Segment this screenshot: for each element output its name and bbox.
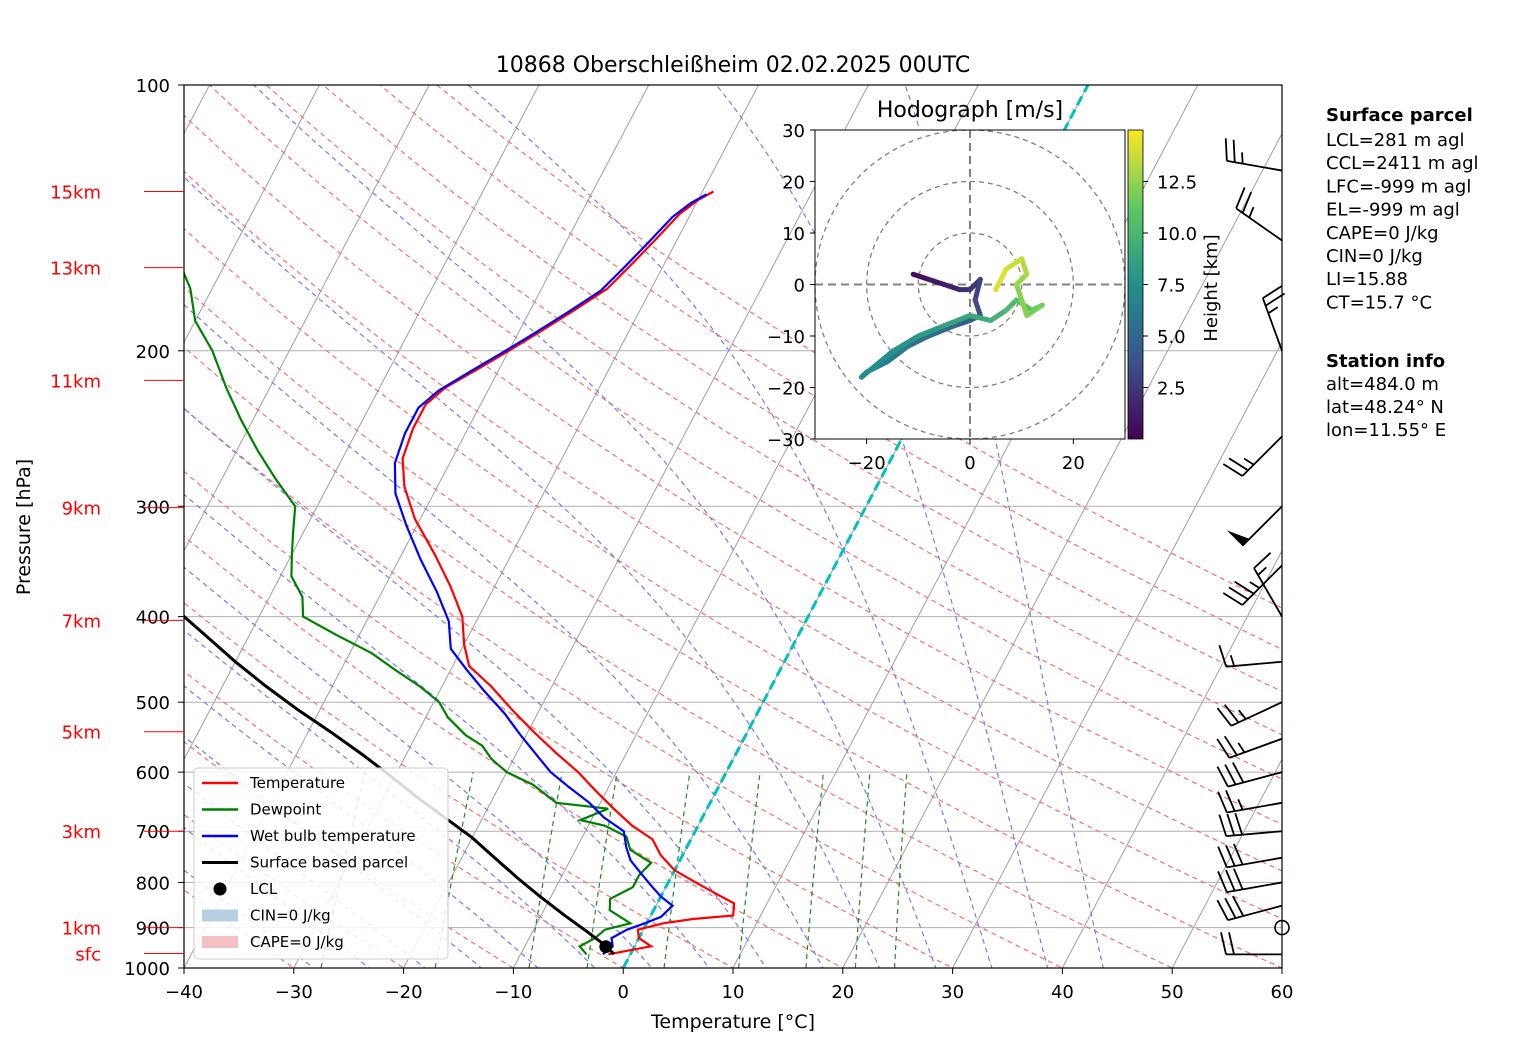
colorbar-tick-label: 12.5 xyxy=(1157,173,1197,194)
legend-label: Temperature xyxy=(249,774,345,792)
legend-label: CIN=0 J/kg xyxy=(250,907,331,925)
y-tick-label: 1000 xyxy=(124,959,170,980)
x-tick-label: −30 xyxy=(275,982,313,1003)
y-tick-label: 500 xyxy=(136,693,170,714)
colorbar-label: Height [km] xyxy=(1201,234,1222,341)
x-tick-label: 20 xyxy=(831,982,854,1003)
height-label: sfc xyxy=(75,945,101,966)
x-tick-label: 30 xyxy=(941,982,964,1003)
x-tick-label: 50 xyxy=(1161,982,1184,1003)
hodograph-x-tick-label: 0 xyxy=(964,453,975,474)
legend-label: CAPE=0 J/kg xyxy=(250,933,344,951)
legend-swatch xyxy=(214,883,227,896)
x-tick-label: 60 xyxy=(1271,982,1294,1003)
y-tick-label: 900 xyxy=(136,919,170,940)
surface-parcel-line: LCL=281 m agl xyxy=(1326,130,1465,151)
y-tick-label: 100 xyxy=(136,76,170,97)
height-label: 13km xyxy=(50,259,101,280)
hodograph-y-tick-label: 0 xyxy=(794,276,805,297)
height-label: 7km xyxy=(62,611,101,632)
x-tick-label: 10 xyxy=(722,982,745,1003)
y-axis-label: Pressure [hPa] xyxy=(13,459,35,595)
legend: Temperature Dewpoint Wet bulb temperature S… xyxy=(194,768,448,959)
x-tick-label: −20 xyxy=(385,982,423,1003)
legend-label: Wet bulb temperature xyxy=(250,827,416,845)
height-label: 1km xyxy=(62,919,101,940)
x-tick-label: −40 xyxy=(165,982,203,1003)
y-tick-label: 800 xyxy=(136,873,170,894)
hodograph-title: Hodograph [m/s] xyxy=(877,98,1063,123)
surface-parcel-line: CT=15.7 °C xyxy=(1326,292,1432,313)
y-tick-label: 700 xyxy=(136,822,170,843)
barb-feather xyxy=(1226,138,1227,161)
height-label: 11km xyxy=(50,371,101,392)
y-tick-label: 200 xyxy=(136,342,170,363)
height-label: 5km xyxy=(62,723,101,744)
y-tick-label: 400 xyxy=(136,608,170,629)
x-axis-label: Temperature [°C] xyxy=(650,1011,815,1033)
legend-swatch xyxy=(202,936,238,948)
hodograph-x-tick-label: 20 xyxy=(1062,453,1085,474)
chart-title: 10868 Oberschleißheim 02.02.2025 00UTC xyxy=(496,53,971,78)
height-colorbar xyxy=(1128,130,1143,439)
station-info-line: lat=48.24° N xyxy=(1326,397,1444,418)
surface-parcel-line: CCL=2411 m agl xyxy=(1326,153,1479,174)
legend-label: Surface based parcel xyxy=(250,854,408,872)
height-label: 9km xyxy=(62,499,101,520)
hodograph-y-tick-label: 30 xyxy=(782,121,805,142)
colorbar-tick-label: 7.5 xyxy=(1157,276,1186,297)
hodograph-y-tick-label: −10 xyxy=(767,327,805,348)
isotherm-line xyxy=(0,45,11,987)
x-axis-ticks: −40 −30 −20 −10 0 10 20 30 40 50 60 xyxy=(165,968,1293,1003)
legend-label: LCL xyxy=(250,880,278,898)
surface-parcel-line: EL=-999 m agl xyxy=(1326,200,1460,221)
surface-parcel-line: CIN=0 J/kg xyxy=(1326,246,1423,267)
surface-parcel-title: Surface parcel xyxy=(1326,105,1473,126)
hodograph-x-tick-label: −20 xyxy=(848,453,886,474)
station-info-line: alt=484.0 m xyxy=(1326,374,1439,395)
height-label: 3km xyxy=(62,822,101,843)
y-tick-label: 600 xyxy=(136,763,170,784)
hodograph-y-tick-label: 10 xyxy=(782,224,805,245)
x-tick-label: −10 xyxy=(494,982,532,1003)
x-tick-label: 40 xyxy=(1051,982,1074,1003)
surface-parcel-line: LI=15.88 xyxy=(1326,269,1408,290)
hodograph-y-tick-label: −20 xyxy=(767,379,805,400)
lcl-marker xyxy=(599,940,612,953)
height-label: 15km xyxy=(50,182,101,203)
hodograph-y-tick-label: −30 xyxy=(767,430,805,451)
barb-feather xyxy=(1234,140,1235,163)
colorbar-tick-label: 2.5 xyxy=(1157,379,1186,400)
colorbar-tick-label: 10.0 xyxy=(1157,224,1197,245)
colorbar-tick-label: 5.0 xyxy=(1157,327,1186,348)
station-info-line: lon=11.55° E xyxy=(1326,420,1446,441)
legend-swatch xyxy=(202,910,238,922)
legend-label: Dewpoint xyxy=(250,801,321,819)
surface-parcel-line: LFC=-999 m agl xyxy=(1326,176,1471,197)
height-labels: 15km 13km 11km 9km 7km 5km 3km 1km sfc xyxy=(50,182,184,965)
x-tick-label: 0 xyxy=(617,982,628,1003)
hodograph-y-tick-label: 20 xyxy=(782,173,805,194)
station-info-title: Station info xyxy=(1326,351,1445,372)
surface-parcel-line: CAPE=0 J/kg xyxy=(1326,223,1439,244)
barb-half-feather xyxy=(1242,152,1243,163)
